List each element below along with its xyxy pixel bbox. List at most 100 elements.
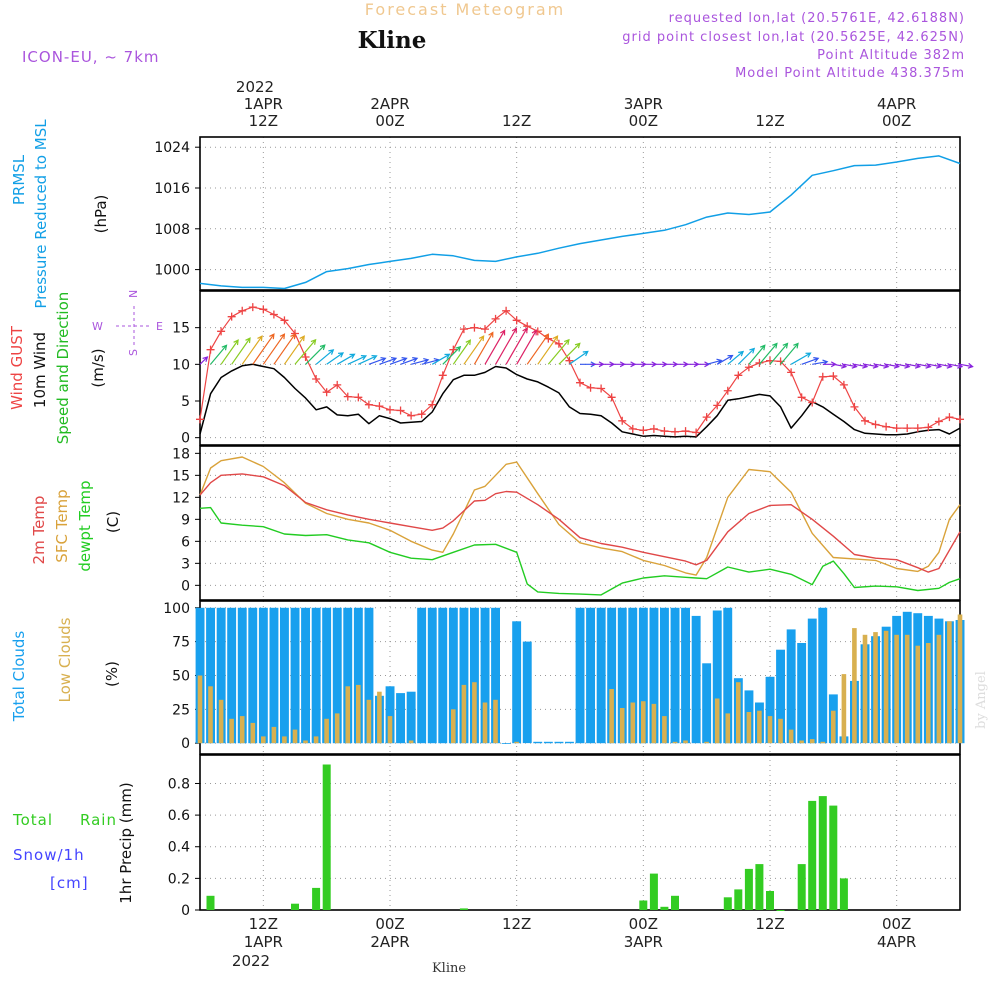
wind-direction-arrow (305, 344, 326, 365)
top-day-label: 2APR (370, 95, 409, 113)
wind-label-direction: Speed and Direction (54, 292, 72, 445)
watermark: by Angel (974, 671, 989, 729)
temp-label-2m: 2m Temp (30, 496, 48, 565)
precip-label-total: Total (12, 811, 53, 829)
bottom-hour-label: 00Z (882, 915, 911, 933)
precip-bar (797, 864, 806, 910)
wind-gust-marker (407, 411, 416, 420)
wind-gust-marker (787, 368, 796, 377)
total-cloud-bar (501, 743, 511, 744)
wind-direction-arrow (452, 339, 472, 365)
total-cloud-bar (807, 618, 817, 744)
temp-label-dewpt: dewpt Temp (76, 480, 94, 571)
wind-gust-marker (428, 400, 437, 409)
low-cloud-bar (250, 722, 256, 744)
low-cloud-bar (208, 686, 213, 744)
total-cloud-bar (628, 607, 638, 744)
panel-frame (199, 445, 961, 601)
total-cloud-bar (301, 607, 310, 744)
wind-direction-arrow (495, 327, 518, 365)
low-cloud-bar (303, 740, 308, 744)
total-cloud-bar (617, 607, 627, 744)
wind-gust-marker (343, 392, 352, 401)
panel-frame (199, 136, 961, 291)
y-tick-label: 5 (181, 394, 190, 410)
total-cloud-bar (269, 607, 279, 744)
wind-direction-arrow (737, 347, 756, 365)
total-cloud-bar (565, 741, 574, 744)
low-cloud-bar (873, 632, 878, 744)
wind-direction-arrow (854, 362, 869, 369)
wind-direction-arrow (473, 331, 494, 365)
wind-direction-arrow (758, 342, 778, 365)
precip-bar (660, 906, 669, 910)
wind-direction-arrow (537, 335, 559, 365)
wind-direction-arrow (347, 355, 368, 365)
wind-gust-marker (607, 393, 616, 402)
wind-gust-marker (713, 401, 722, 410)
wind-gust-marker (808, 398, 817, 407)
panel-frame (199, 754, 961, 911)
total-cloud-bar (702, 663, 712, 744)
low-cloud-bar (788, 729, 794, 744)
y-tick-label: 1016 (154, 181, 190, 197)
pressure-panel: PRMSL Pressure Reduced to MSL (hPa) 1000… (10, 119, 961, 309)
wind-gust-marker (481, 325, 489, 334)
wind-gust-marker (217, 327, 226, 336)
total-cloud-bar (533, 741, 543, 744)
total-cloud-bar (681, 607, 690, 744)
wind-gust-marker (502, 306, 511, 315)
wind-direction-arrow (875, 362, 890, 369)
wind-gust-marker (681, 427, 690, 436)
total-cloud-bar (776, 649, 785, 744)
wind-direction-arrow (727, 350, 745, 365)
total-cloud-bar (786, 629, 796, 744)
wind-gust-marker (227, 312, 236, 321)
y-tick-label: 50 (172, 668, 190, 684)
low-cloud-bar (746, 712, 752, 744)
low-cloud-bar (809, 739, 815, 744)
y-tick-label: 12 (172, 490, 190, 506)
wind-label-10m: 10m Wind (31, 332, 49, 408)
wind-gust-marker (586, 383, 595, 392)
wind-gust-marker (417, 410, 426, 419)
wind-gust-marker (829, 372, 838, 381)
low-cloud-bar (514, 741, 519, 744)
low-cloud-bar (714, 698, 720, 744)
precip-bar (649, 873, 658, 910)
y-tick-label: 0.6 (168, 808, 190, 824)
low-cloud-bar (619, 708, 625, 744)
precip-bar (459, 908, 468, 910)
pressure-line (199, 155, 961, 290)
y-tick-label: 0 (181, 736, 190, 752)
wind-direction-arrow (315, 349, 335, 365)
precip-bar (312, 887, 321, 910)
model-label: ICON-EU, ~ 7km (22, 48, 160, 66)
wind-gust-marker (882, 422, 891, 431)
low-cloud-bar (651, 703, 657, 744)
total-cloud-bar (765, 676, 775, 744)
top-hour-label: 00Z (882, 112, 911, 130)
low-cloud-bar (493, 699, 498, 744)
low-cloud-bar (778, 718, 783, 744)
total-cloud-bar (280, 607, 289, 744)
y-tick-label: 10 (172, 357, 190, 373)
total-cloud-bar (438, 607, 448, 744)
wind-direction-arrow (400, 357, 419, 365)
low-cloud-bar (704, 741, 709, 744)
wind-gust-marker (755, 358, 764, 367)
low-cloud-bar (271, 726, 277, 744)
wind-direction-arrow (547, 338, 570, 365)
wind-direction-arrow (885, 362, 900, 369)
wind-direction-arrow (379, 357, 398, 365)
precip-ylabel: 1hr Precip (mm) (117, 782, 135, 903)
total-cloud-bar (596, 607, 606, 744)
top-day-label: 3APR (624, 95, 663, 113)
wind-gust-marker (649, 424, 658, 433)
wind-direction-arrow (526, 333, 550, 365)
precip-panel: Total Rain Snow/1h [cm] 1hr Precip (mm) … (12, 754, 961, 919)
compass-w: W (92, 320, 103, 333)
low-cloud-bar (883, 630, 889, 744)
wind-direction-arrow (326, 352, 345, 365)
compass-e: E (156, 320, 163, 333)
